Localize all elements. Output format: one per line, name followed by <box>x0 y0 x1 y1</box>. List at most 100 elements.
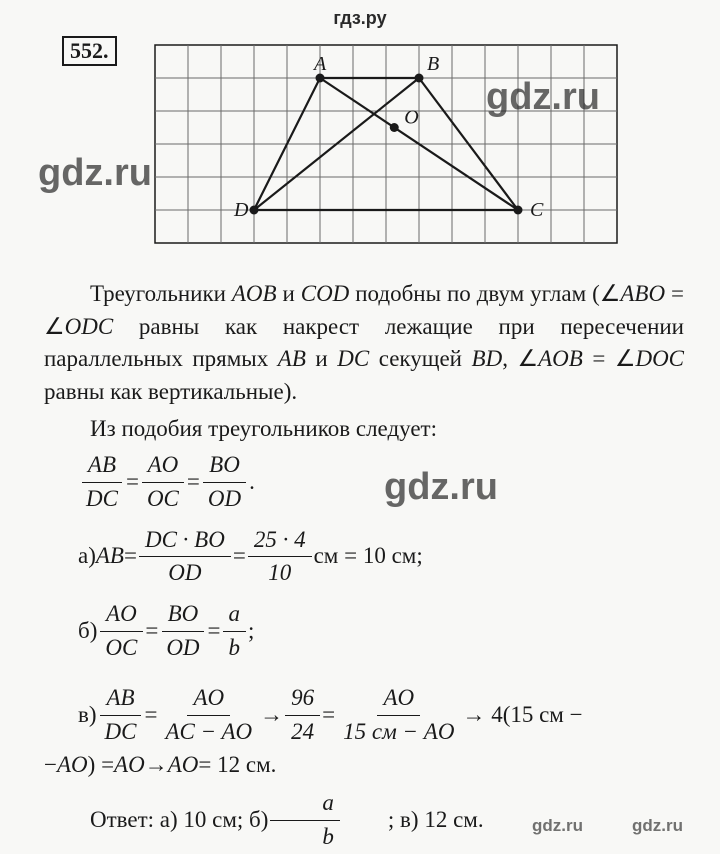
frac: ab <box>270 787 340 853</box>
svg-text:C: C <box>530 199 544 221</box>
t: ) = <box>88 749 114 782</box>
dc: DC <box>337 346 369 371</box>
n: a <box>270 787 340 821</box>
frac: AOOC <box>141 449 185 515</box>
angle-icon: ∠ <box>517 346 538 371</box>
frac: ABDC <box>80 449 124 515</box>
n: AB <box>100 682 140 716</box>
cod: COD <box>301 281 350 306</box>
n: AO <box>100 598 143 632</box>
arrow-icon: → <box>145 749 168 782</box>
d: b <box>270 821 340 854</box>
label-a: а) <box>78 540 96 573</box>
label-b: б) <box>78 615 97 648</box>
odc: ODC <box>65 314 114 339</box>
paragraph-2: Из подобия треугольников следует: <box>44 413 684 446</box>
t: AO <box>168 749 199 782</box>
page: гдз.ру 552. ABCDO Треугольники AOB и COD… <box>0 0 720 852</box>
d: OD <box>162 557 207 590</box>
part-a: а) AB = DC · BOOD = 25 · 410 см = 10 см; <box>78 524 684 590</box>
t: . <box>249 466 255 499</box>
d: DC <box>80 483 124 516</box>
t: = <box>126 466 139 499</box>
svg-text:A: A <box>312 53 327 75</box>
frac: ab <box>223 598 247 664</box>
t: = <box>145 615 158 648</box>
frac: DC · BOOD <box>139 524 231 590</box>
solution-text: Треугольники AOB и COD подобны по двум у… <box>44 278 684 854</box>
arrow-icon: → <box>260 699 283 732</box>
aob2: AOB <box>538 346 583 371</box>
ab: AB <box>278 346 306 371</box>
d: 24 <box>285 716 320 749</box>
n: BO <box>162 598 205 632</box>
t: и <box>277 281 301 306</box>
n: DC · BO <box>139 524 231 558</box>
label-c: в) <box>78 699 97 732</box>
t: , <box>502 346 517 371</box>
n: AO <box>377 682 420 716</box>
answer-line: Ответ: а) 10 см; б) ab ; в) 12 см. <box>44 787 684 853</box>
frac: AOOC <box>99 598 143 664</box>
t: = <box>144 699 157 732</box>
frac: BOOD <box>202 449 247 515</box>
t: → 4(15 см − <box>462 699 582 732</box>
t: = <box>665 281 684 306</box>
t: AO <box>114 749 145 782</box>
abo: ABO <box>620 281 665 306</box>
angle-icon: ∠ <box>615 346 636 371</box>
frac: 9624 <box>285 682 320 748</box>
t: = <box>187 466 200 499</box>
n: AB <box>82 449 122 483</box>
d: OD <box>202 483 247 516</box>
t: = 12 см. <box>198 749 276 782</box>
frac: 25 · 410 <box>248 524 312 590</box>
bd: BD <box>472 346 503 371</box>
ratio-equation: ABDC = AOOC = BOOD . <box>78 449 684 515</box>
t: равны как вертикальные). <box>44 379 297 404</box>
frac: BOOD <box>160 598 205 664</box>
site-header: гдз.ру <box>0 0 720 29</box>
t: = <box>124 540 137 573</box>
t: секущей <box>369 346 471 371</box>
d: 10 <box>262 557 297 590</box>
n: 25 · 4 <box>248 524 312 558</box>
t: и <box>306 346 337 371</box>
angle-icon: ∠ <box>44 314 65 339</box>
part-c-line2: − AO ) = AO → AO = 12 см. <box>44 749 684 782</box>
part-c-line1: в) ABDC = AOAC − AO → 9624 = AO15 см − A… <box>78 682 684 748</box>
t: AB <box>96 540 124 573</box>
frac: AOAC − AO <box>159 682 258 748</box>
d: OC <box>141 483 185 516</box>
d: DC <box>99 716 143 749</box>
n: AO <box>142 449 185 483</box>
t: = <box>233 540 246 573</box>
t: = <box>583 346 615 371</box>
watermark: gdz.ru <box>38 152 152 195</box>
t: ; <box>248 615 254 648</box>
part-b: б) AOOC = BOOD = ab ; <box>78 598 684 664</box>
n: BO <box>203 449 246 483</box>
t: = <box>208 615 221 648</box>
frac: ABDC <box>99 682 143 748</box>
svg-text:D: D <box>233 199 249 221</box>
d: OC <box>99 632 143 665</box>
t: − <box>44 749 57 782</box>
t: Ответ: а) 10 см; б) <box>44 804 268 837</box>
d: AC − AO <box>159 716 258 749</box>
n: a <box>223 598 247 632</box>
t: ; в) 12 см. <box>342 804 484 837</box>
d: b <box>223 632 247 665</box>
aob: AOB <box>232 281 277 306</box>
trapezoid-figure: A B C D O <box>154 44 618 244</box>
t: = <box>322 699 335 732</box>
t: AO <box>57 749 88 782</box>
angle-icon: ∠ <box>600 281 621 306</box>
problem-number-box: 552. <box>62 36 117 66</box>
svg-text:O: O <box>404 107 418 129</box>
d: OD <box>160 632 205 665</box>
svg-text:B: B <box>427 53 439 75</box>
t: см = 10 см; <box>314 540 423 573</box>
doc: DOC <box>635 346 684 371</box>
d: 15 см − AO <box>337 716 460 749</box>
